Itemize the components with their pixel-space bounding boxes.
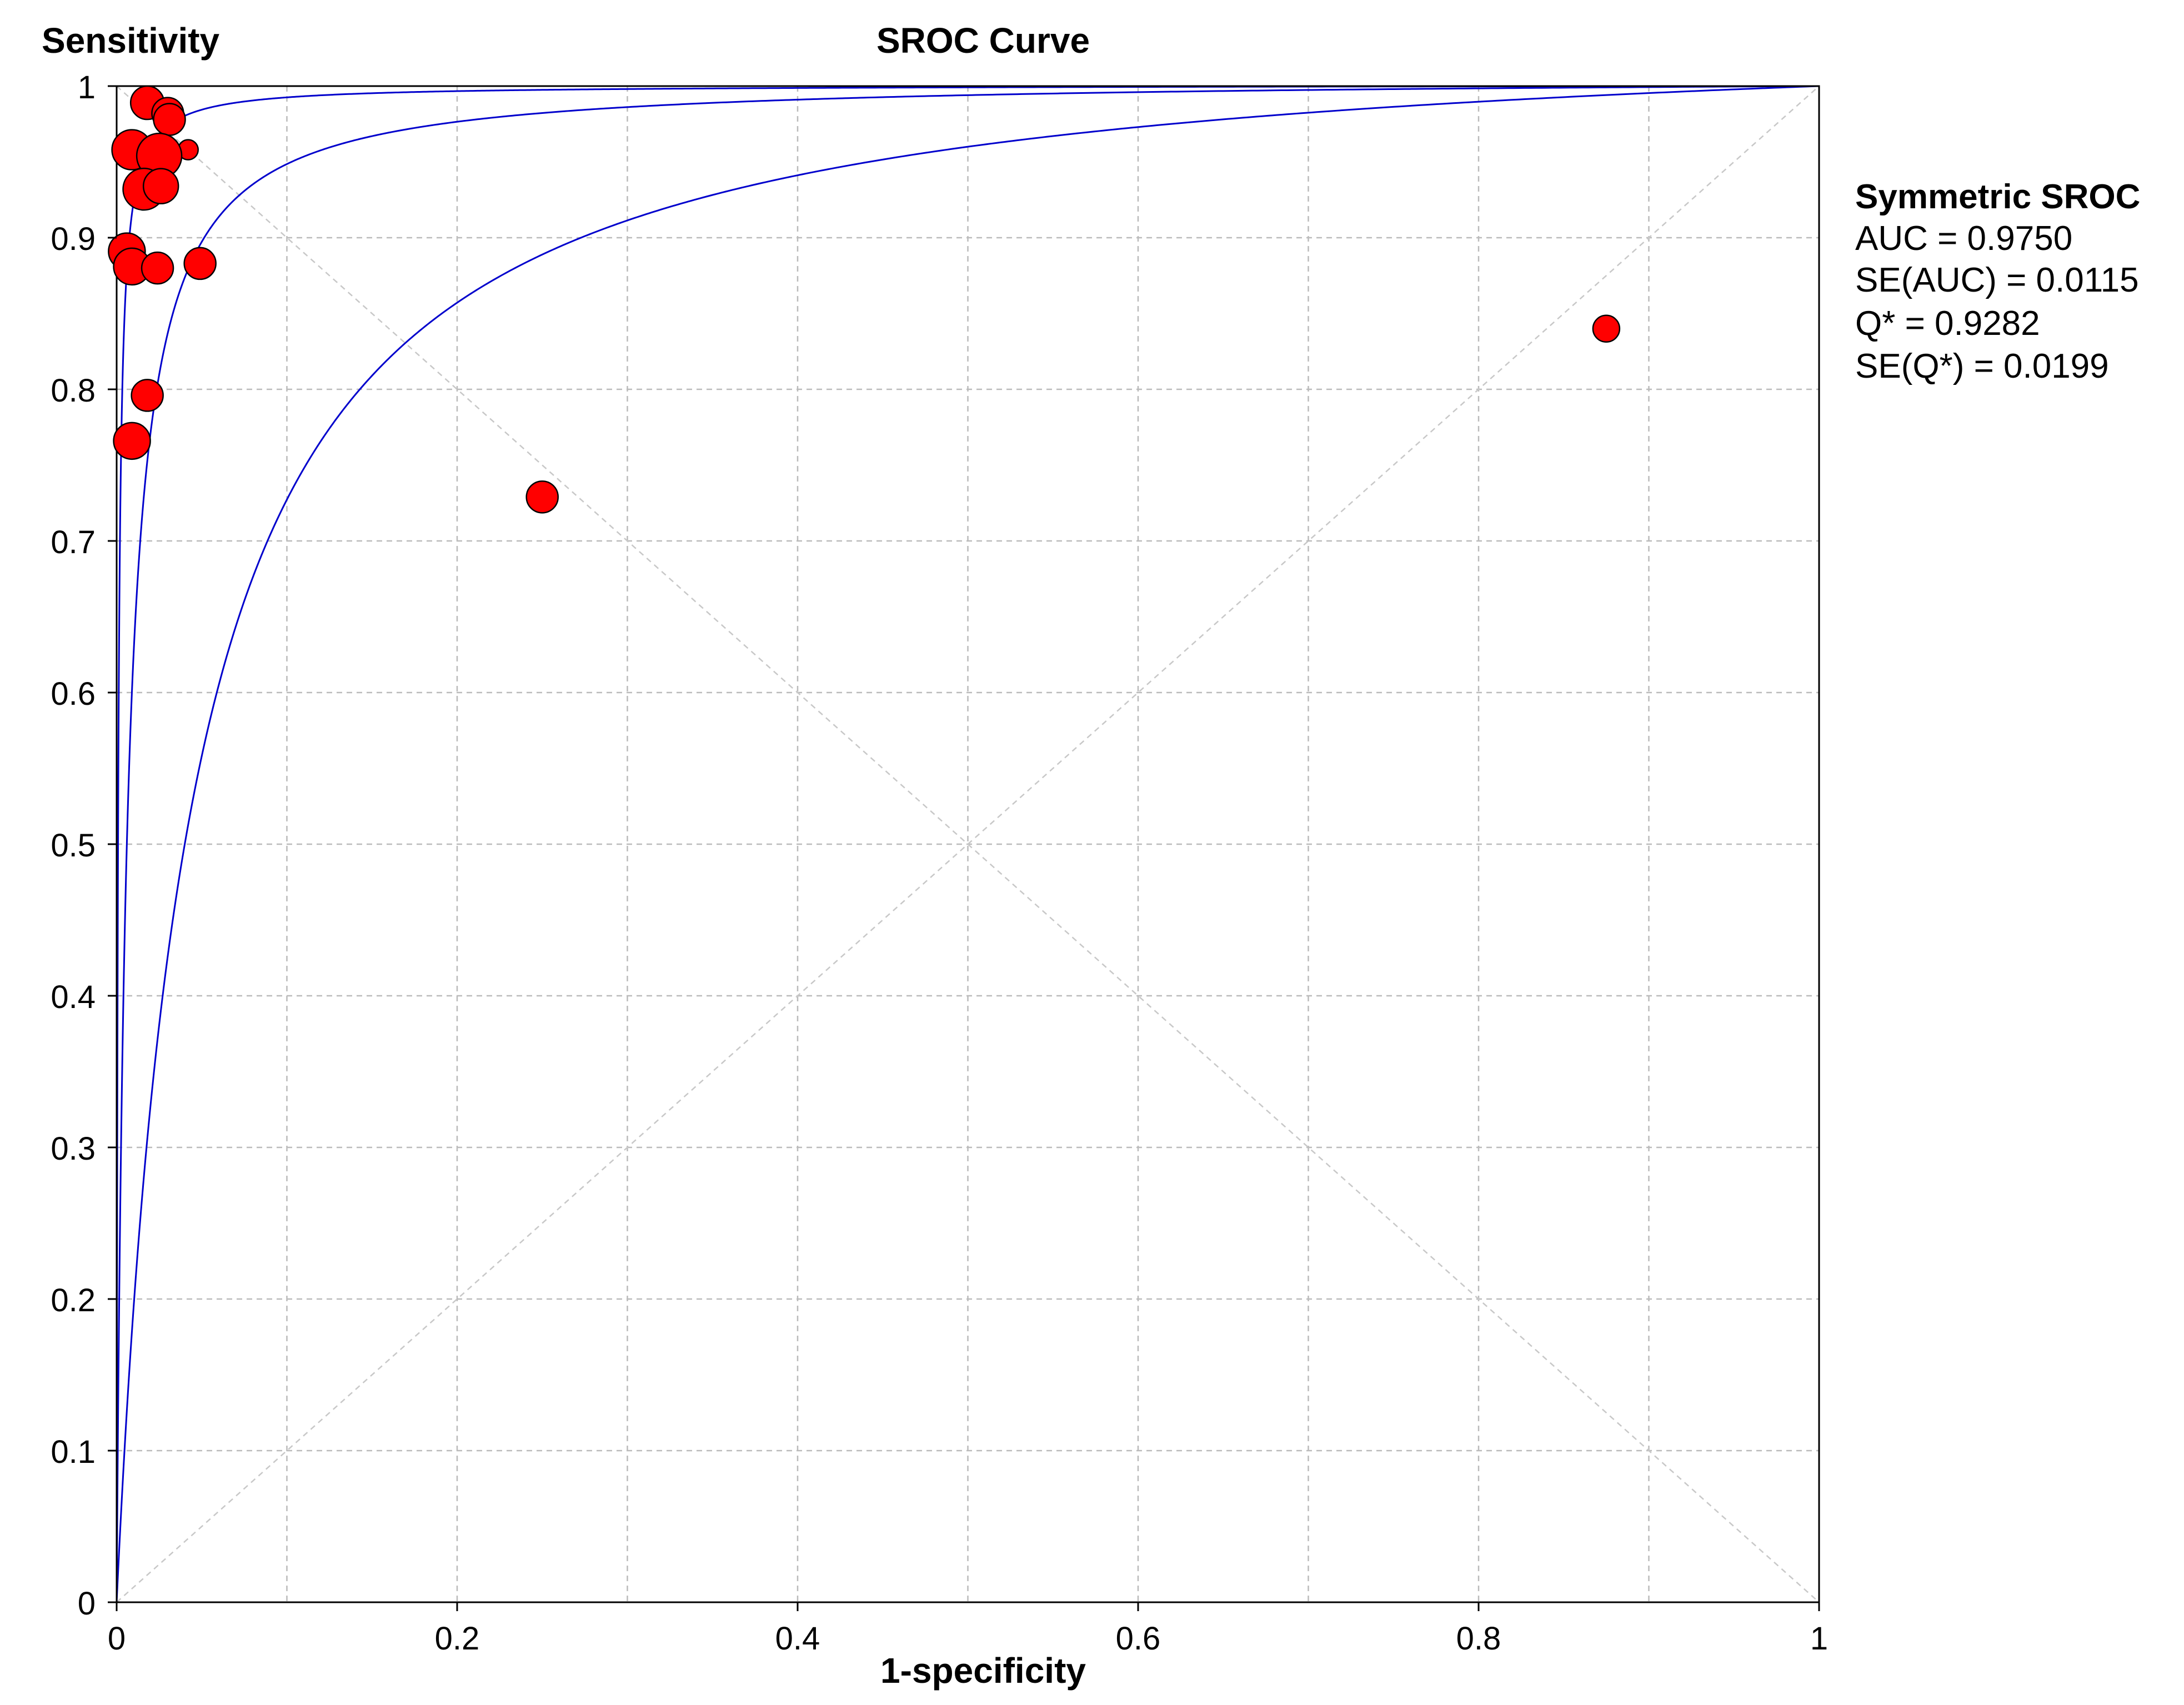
- x-tick-label: 0.6: [1116, 1621, 1161, 1657]
- stat-q-star: Q* = 0.9282: [1855, 304, 2040, 343]
- diagonal-reference-lines: [116, 86, 1820, 1603]
- study-point: [141, 251, 174, 285]
- y-tick-label: 0.4: [51, 979, 96, 1015]
- y-tick-label: 0.3: [51, 1131, 96, 1167]
- sroc-lower-bound-curve: [116, 85, 1820, 1603]
- sroc-curves: [116, 85, 1820, 1603]
- sroc-curve: [116, 85, 1820, 1602]
- study-point: [1592, 314, 1621, 343]
- y-tick-label: 0.6: [51, 676, 96, 712]
- stat-auc: AUC = 0.9750: [1855, 219, 2072, 258]
- y-axis-ticks: 0 0.1 0.2 0.3 0.4 0.5 0.6 0.7 0.8 0.9 1: [51, 69, 117, 1622]
- study-point: [113, 422, 151, 460]
- study-point: [153, 103, 186, 136]
- x-tick-label: 0.8: [1456, 1621, 1501, 1657]
- study-point: [183, 247, 217, 280]
- study-point: [142, 168, 179, 204]
- x-tick-label: 1: [1810, 1621, 1828, 1657]
- stats-legend: Symmetric SROC AUC = 0.9750 SE(AUC) = 0.…: [1855, 178, 2140, 385]
- y-tick-label: 0.1: [51, 1434, 96, 1470]
- chart-title: SROC Curve: [876, 21, 1090, 61]
- study-point: [131, 379, 164, 412]
- y-tick-label: 0.5: [51, 828, 96, 864]
- stat-se-q-star: SE(Q*) = 0.0199: [1855, 347, 2109, 385]
- y-tick-label: 0.9: [51, 221, 96, 257]
- stats-heading: Symmetric SROC: [1855, 178, 2140, 216]
- x-tick-label: 0: [108, 1621, 126, 1657]
- q-star-diagonal: [116, 86, 1820, 1603]
- study-points: [108, 85, 1621, 514]
- grid-lines: [117, 86, 1819, 1602]
- x-axis-ticks: 0 0.2 0.4 0.6 0.8 1: [108, 1602, 1828, 1657]
- y-tick-label: 0: [78, 1586, 96, 1622]
- y-tick-label: 0.7: [51, 524, 96, 560]
- x-tick-label: 0.2: [435, 1621, 480, 1657]
- y-tick-label: 0.2: [51, 1282, 96, 1318]
- study-point: [525, 480, 559, 514]
- y-axis-label: Sensitivity: [42, 21, 220, 61]
- stat-se-auc: SE(AUC) = 0.0115: [1855, 261, 2139, 299]
- sroc-upper-bound-curve: [116, 85, 1820, 1602]
- y-tick-label: 0.8: [51, 373, 96, 409]
- y-tick-label: 1: [78, 69, 96, 106]
- x-tick-label: 0.4: [775, 1621, 820, 1657]
- x-axis-label: 1-specificity: [880, 1651, 1086, 1691]
